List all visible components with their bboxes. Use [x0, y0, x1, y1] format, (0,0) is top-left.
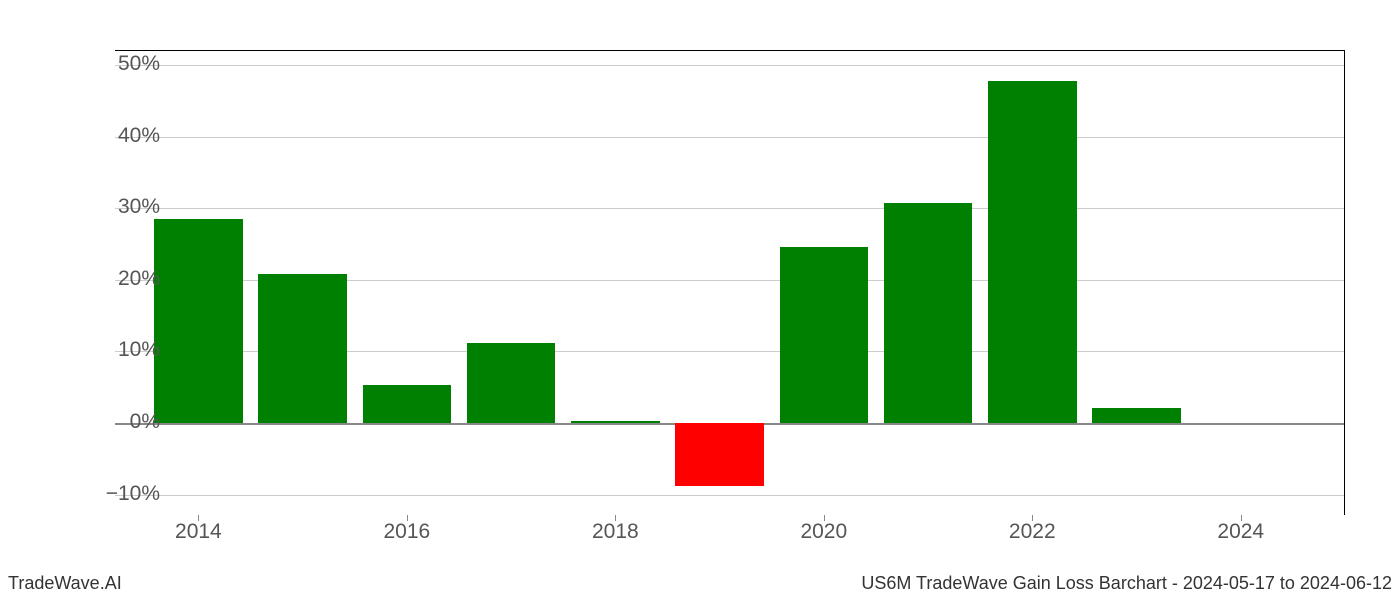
x-tick-mark — [1241, 515, 1242, 521]
gridline — [115, 65, 1344, 66]
footer-left-label: TradeWave.AI — [8, 573, 122, 594]
x-tick-label: 2024 — [1217, 520, 1264, 544]
x-tick-label: 2020 — [800, 520, 847, 544]
x-tick-mark — [198, 515, 199, 521]
bar — [258, 274, 347, 423]
bar — [363, 385, 452, 423]
gridline — [115, 495, 1344, 496]
bar — [675, 423, 764, 486]
footer-right-label: US6M TradeWave Gain Loss Barchart - 2024… — [861, 573, 1392, 594]
bar — [1092, 408, 1181, 423]
y-tick-label: 0% — [100, 410, 160, 434]
bar — [780, 247, 869, 423]
y-tick-label: 50% — [100, 52, 160, 76]
x-tick-mark — [407, 515, 408, 521]
chart-plot-area — [115, 50, 1345, 515]
gridline — [115, 208, 1344, 209]
bar — [571, 421, 660, 423]
x-tick-label: 2022 — [1009, 520, 1056, 544]
x-tick-mark — [824, 515, 825, 521]
x-tick-label: 2018 — [592, 520, 639, 544]
y-tick-label: 30% — [100, 195, 160, 219]
y-tick-label: 40% — [100, 124, 160, 148]
y-tick-label: 20% — [100, 267, 160, 291]
plot-region — [115, 50, 1345, 515]
y-tick-label: 10% — [100, 338, 160, 362]
bar — [154, 219, 243, 423]
bar — [988, 81, 1077, 423]
gridline — [115, 137, 1344, 138]
x-tick-mark — [615, 515, 616, 521]
x-tick-label: 2016 — [384, 520, 431, 544]
y-tick-label: −10% — [100, 482, 160, 506]
x-tick-mark — [1032, 515, 1033, 521]
bar — [467, 343, 556, 423]
x-tick-label: 2014 — [175, 520, 222, 544]
bar — [884, 203, 973, 423]
